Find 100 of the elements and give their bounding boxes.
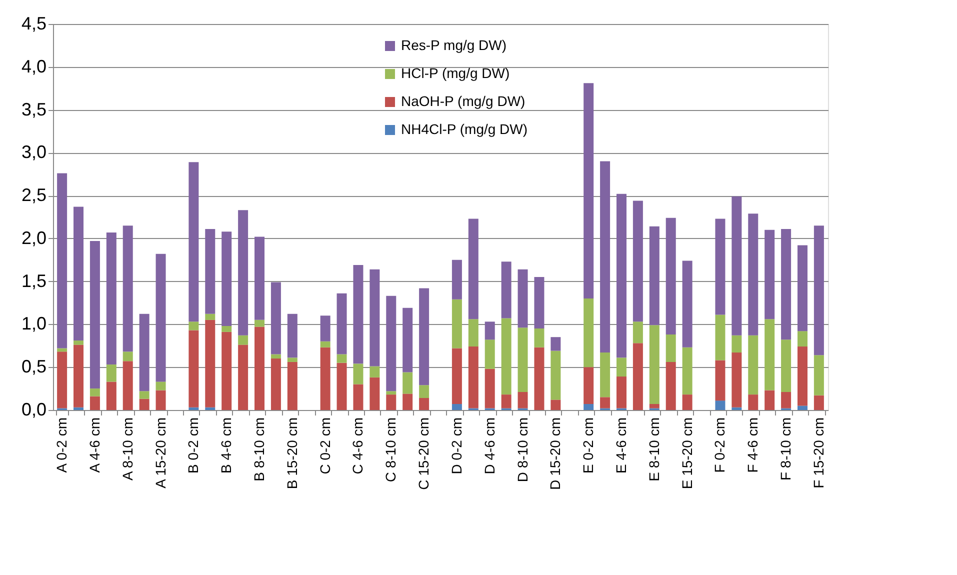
bar [353, 265, 364, 364]
bar [748, 335, 758, 395]
bar [74, 206, 84, 341]
bar [468, 319, 478, 347]
y-tick-label: 0,0 [21, 400, 46, 420]
bar [188, 407, 199, 410]
bar [254, 326, 264, 410]
bar [156, 382, 166, 390]
x-tick-label: D 15-20 cm [547, 418, 564, 490]
x-tick-label: F 4-6 cm [744, 418, 761, 473]
bar [386, 296, 396, 392]
x-tick-label: A 8-10 cm [119, 418, 136, 481]
bar [419, 398, 430, 410]
bar [106, 382, 116, 410]
bar [649, 226, 660, 326]
bar [600, 161, 610, 353]
bar [238, 344, 248, 410]
bar [122, 352, 133, 362]
bar [715, 218, 726, 315]
bar [797, 406, 808, 410]
bar [732, 407, 742, 410]
bar [518, 392, 528, 408]
bar [188, 162, 199, 322]
x-tick-label: A 15-20 cm [152, 418, 168, 488]
y-tick-label: 4,5 [21, 14, 46, 34]
bar [797, 245, 808, 332]
x-tick-label: A 0-2 cm [54, 418, 70, 473]
bar [584, 298, 594, 368]
x-tick-label: A 4-6 cm [86, 418, 102, 473]
bar [336, 293, 347, 354]
bar [632, 343, 643, 410]
bar [452, 404, 462, 410]
bar [353, 384, 364, 410]
y-tick-label: 3,0 [21, 142, 46, 162]
bar [600, 397, 610, 408]
bar [74, 340, 84, 345]
bar [205, 229, 216, 314]
x-tick-label: C 8-10 cm [382, 418, 399, 482]
y-tick-label: 3,5 [21, 99, 46, 120]
x-tick-label: B 15-20 cm [284, 418, 300, 490]
bar [353, 364, 364, 384]
bar [205, 407, 216, 410]
bar [320, 347, 330, 410]
bar [649, 325, 660, 404]
bar [386, 394, 396, 410]
x-tick-label: D 8-10 cm [514, 418, 530, 482]
bar [370, 269, 380, 366]
y-tick-label: 2,5 [21, 185, 46, 206]
x-tick-label: E 0-2 cm [580, 418, 596, 474]
bar [584, 83, 594, 298]
bar [732, 352, 742, 408]
bar [156, 254, 166, 382]
bar [468, 346, 478, 408]
bar [814, 355, 824, 396]
bar [287, 358, 298, 362]
bar [484, 340, 495, 369]
bar [270, 282, 281, 354]
bar [320, 341, 330, 348]
bar [106, 232, 116, 365]
bar [386, 391, 396, 395]
bar [632, 322, 643, 344]
bar [90, 388, 100, 396]
bar [814, 226, 824, 356]
bar [122, 226, 133, 352]
bar [484, 368, 495, 408]
bar [106, 364, 116, 382]
bar [336, 362, 347, 410]
bar [797, 346, 808, 406]
x-tick-label: D 0-2 cm [448, 418, 464, 474]
bar [468, 218, 478, 320]
bar [682, 260, 692, 348]
bar [188, 330, 199, 408]
bar [419, 385, 430, 398]
bar [550, 350, 561, 400]
legend-label: Res-P mg/g DW) [401, 37, 507, 53]
bar [732, 335, 742, 353]
bar [370, 377, 380, 410]
y-tick-label: 1,0 [21, 314, 46, 334]
bar [814, 395, 824, 410]
bar [74, 407, 84, 410]
bar [781, 229, 792, 340]
bar [715, 314, 726, 360]
bar [748, 214, 758, 336]
bar [402, 372, 413, 394]
bar [222, 332, 232, 410]
y-tick-label: 0,5 [21, 356, 46, 377]
x-tick-label: D 4-6 cm [481, 418, 498, 474]
y-tick-label: 4,0 [21, 56, 46, 76]
bar [320, 316, 330, 342]
bar [205, 314, 216, 320]
bar [649, 404, 660, 408]
bar [584, 404, 594, 410]
bar [74, 344, 84, 408]
x-tick-label: B 8-10 cm [251, 418, 267, 482]
bar [238, 335, 248, 345]
x-tick-label: B 0-2 cm [185, 418, 202, 474]
bar [534, 347, 544, 410]
bar [715, 400, 726, 410]
bar [534, 277, 544, 329]
bar [254, 236, 264, 320]
